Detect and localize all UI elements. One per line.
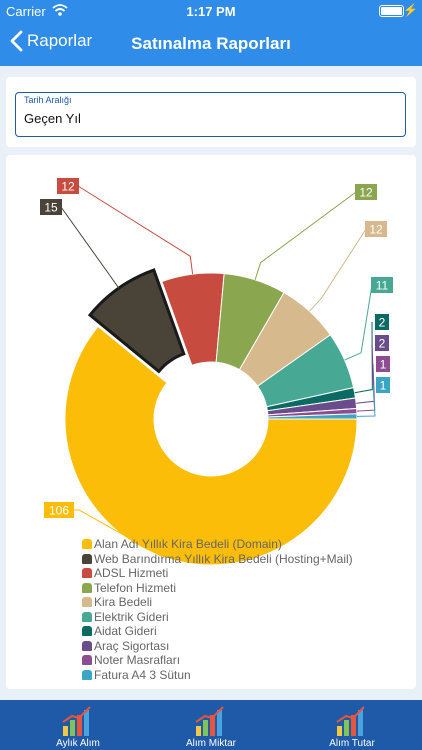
data-label-box: [375, 314, 389, 330]
pie-slice: [87, 268, 186, 374]
leader-line: [356, 384, 376, 417]
date-range-label: Tarih Aralığı: [24, 95, 72, 105]
legend-item: Alan Adı Yıllık Kira Bedeli (Domain): [82, 537, 353, 552]
pie-slice: [267, 413, 358, 420]
legend-item: Fatura A4 3 Sütun: [82, 668, 353, 683]
data-label-box: [375, 335, 389, 351]
back-button[interactable]: Raporlar: [10, 30, 92, 52]
status-bar: Carrier 1:17 PM ⚡: [0, 0, 422, 22]
legend-swatch: [82, 611, 92, 622]
data-label-box: [371, 277, 393, 293]
data-label-box: [44, 502, 74, 518]
tab-bar: Aylık Alım Alım Miktar Alım Tutar: [0, 700, 422, 750]
legend-item: ADSL Hizmeti: [82, 566, 353, 581]
legend-swatch: [82, 597, 92, 608]
legend-item: Aidat Gideri: [82, 624, 353, 639]
carrier-label: Carrier: [6, 4, 46, 19]
bar-chart-icon: [62, 706, 91, 736]
content-area: Tarih Aralığı Geçen Yıl 106 15 12 12 12 11 2 2 1…: [0, 66, 422, 700]
leader-line: [77, 185, 194, 275]
date-range-field[interactable]: Tarih Aralığı Geçen Yıl: [15, 92, 406, 137]
legend-label: Kira Bedeli: [94, 595, 153, 610]
legend-swatch: [82, 582, 92, 593]
legend-label: ADSL Hizmeti: [94, 566, 169, 581]
legend-label: Aidat Gideri: [94, 624, 157, 639]
legend-item: Kira Bedeli: [82, 595, 353, 610]
leader-line: [356, 342, 375, 404]
page-title: Satınalma Raporları: [131, 34, 291, 53]
legend-swatch: [82, 553, 92, 564]
tab-label: Alım Tutar: [329, 738, 375, 749]
data-label: 106: [49, 504, 69, 518]
legend-swatch: [82, 640, 92, 651]
data-label: 15: [44, 201, 58, 215]
legend-swatch: [82, 568, 92, 579]
tab-label: Alım Miktar: [186, 738, 236, 749]
legend-label: Elektrik Gideri: [94, 609, 169, 624]
data-label-box: [365, 221, 387, 237]
legend-item: Araç Sigortası: [82, 639, 353, 654]
bar-chart-icon: [195, 706, 224, 736]
clock: 1:17 PM: [186, 4, 236, 19]
data-label: 12: [369, 223, 383, 237]
tab-label: Aylık Alım: [56, 738, 100, 749]
data-label: 12: [359, 186, 373, 200]
data-label: 1: [380, 379, 387, 393]
chevron-left-icon: [10, 30, 23, 52]
legend-label: Fatura A4 3 Sütun: [94, 667, 191, 682]
legend-swatch: [82, 669, 92, 680]
tab-alim-tutar[interactable]: Alım Tutar: [282, 700, 422, 750]
filter-card: Tarih Aralığı Geçen Yıl: [6, 77, 416, 147]
legend-item: Telefon Hizmeti: [82, 581, 353, 596]
legend-item: Web Barındırma Yıllık Kira Bedeli (Hosti…: [82, 552, 353, 567]
data-label-box: [376, 356, 390, 372]
data-label: 1: [380, 358, 387, 372]
legend-swatch: [82, 539, 92, 550]
data-label: 11: [376, 279, 389, 293]
data-label-box: [40, 199, 62, 215]
legend-label: Araç Sigortası: [94, 638, 170, 653]
bar-chart-icon: [336, 706, 365, 736]
data-label: 12: [61, 180, 75, 194]
data-label-box: [57, 178, 79, 194]
back-label: Raporlar: [27, 31, 93, 50]
data-label-box: [376, 377, 390, 393]
date-range-value: Geçen Yıl: [24, 111, 81, 126]
leader-line: [254, 191, 357, 280]
legend-label: Alan Adı Yıllık Kira Bedeli (Domain): [94, 537, 282, 552]
navigation-bar: Raporlar Satınalma Raporları: [0, 22, 422, 66]
data-label: 2: [379, 316, 386, 330]
legend-swatch: [82, 626, 92, 637]
battery-icon: [379, 5, 404, 17]
tab-aylik-alim[interactable]: Aylık Alım: [8, 700, 148, 750]
legend-label: Noter Masrafları: [94, 653, 181, 668]
chart-card: 106 15 12 12 12 11 2 2 1 1 Alan Adı Yıllık Kira B…: [6, 155, 416, 689]
leader-line: [354, 321, 373, 394]
pie-slice: [64, 325, 358, 566]
charging-icon: ⚡: [403, 3, 418, 17]
legend-label: Web Barındırma Yıllık Kira Bedeli (Hosti…: [94, 551, 353, 566]
wifi-icon: [52, 4, 68, 16]
legend-swatch: [82, 655, 92, 666]
leader-line: [60, 206, 120, 289]
data-label: 2: [379, 337, 386, 351]
legend-label: Telefon Hizmeti: [94, 580, 177, 595]
tab-alim-miktar[interactable]: Alım Miktar: [141, 700, 281, 750]
legend-item: Noter Masrafları: [82, 653, 353, 668]
chart-legend: Alan Adı Yıllık Kira Bedeli (Domain) Web …: [82, 537, 353, 682]
data-label-box: [355, 184, 377, 200]
leader-line: [344, 284, 373, 361]
leader-line: [309, 228, 367, 312]
legend-item: Elektrik Gideri: [82, 610, 353, 625]
